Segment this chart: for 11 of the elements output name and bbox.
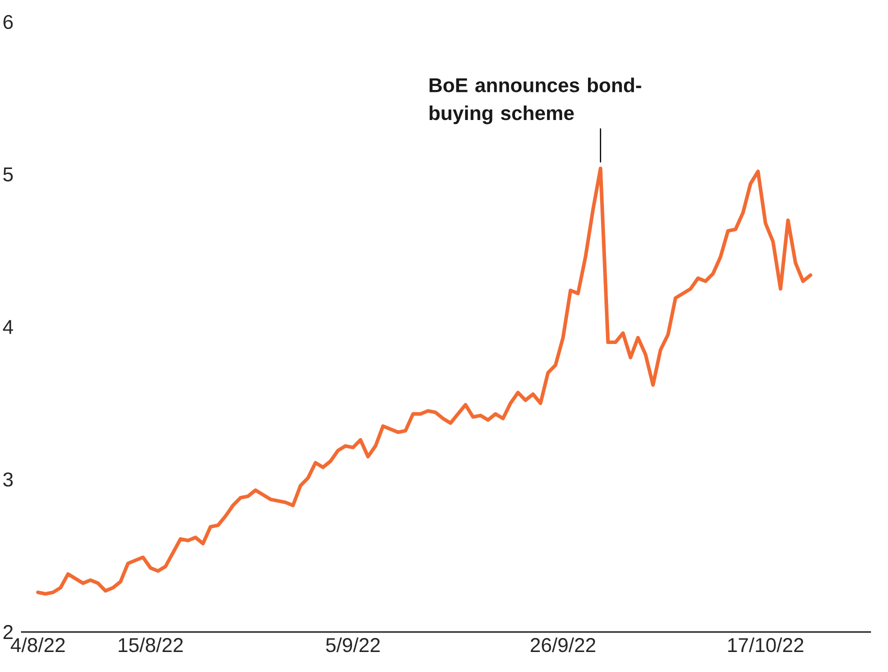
x-tick-label: 5/9/22 xyxy=(326,638,380,652)
x-tick-label: 15/8/22 xyxy=(118,638,183,652)
y-tick-label: 3 xyxy=(3,472,13,487)
y-tick-label: 2 xyxy=(4,625,13,639)
y-tick-label: 4 xyxy=(2,320,14,334)
x-tick-label: 4/8/22 xyxy=(10,638,65,652)
x-tick-label: 26/9/22 xyxy=(530,638,596,652)
y-tick-label: 6 xyxy=(4,14,13,30)
y-tick-label: 5 xyxy=(3,168,13,182)
x-tick-label: 17/10/22 xyxy=(728,638,804,652)
annotation: BoE announces bond-buying scheme xyxy=(430,78,642,124)
